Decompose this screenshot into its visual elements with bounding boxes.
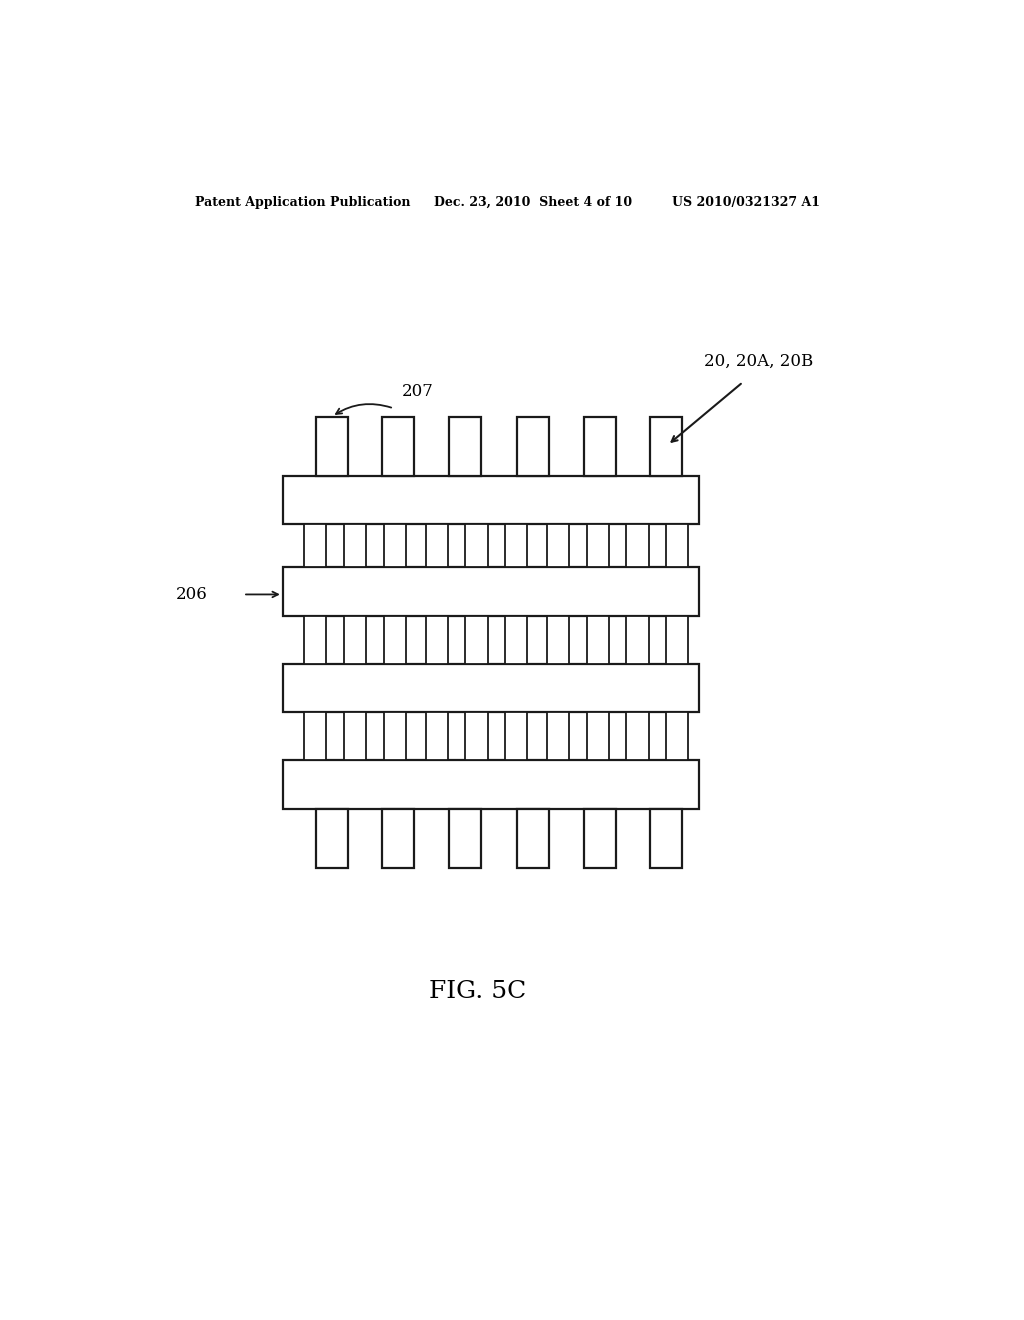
Bar <box>450 809 481 867</box>
Bar <box>517 809 549 867</box>
Text: Dec. 23, 2010  Sheet 4 of 10: Dec. 23, 2010 Sheet 4 of 10 <box>433 195 632 209</box>
Bar <box>450 417 481 475</box>
Bar <box>384 615 406 664</box>
Bar <box>517 417 549 475</box>
Text: Patent Application Publication: Patent Application Publication <box>196 195 411 209</box>
Text: 207: 207 <box>401 383 434 400</box>
Bar <box>587 524 609 568</box>
Bar <box>627 615 648 664</box>
Bar <box>426 615 447 664</box>
Bar <box>384 713 406 760</box>
Bar <box>465 713 487 760</box>
Bar <box>585 417 616 475</box>
Bar <box>316 809 348 867</box>
Bar <box>650 809 682 867</box>
Bar <box>384 524 406 568</box>
Bar <box>304 713 327 760</box>
Bar <box>650 417 682 475</box>
Bar <box>666 615 688 664</box>
Bar <box>426 713 447 760</box>
Bar <box>344 524 367 568</box>
Bar <box>283 664 699 713</box>
Bar <box>283 568 699 615</box>
Bar <box>344 713 367 760</box>
Bar <box>505 615 527 664</box>
Bar <box>465 615 487 664</box>
Bar <box>382 417 414 475</box>
Bar <box>587 713 609 760</box>
Bar <box>627 713 648 760</box>
Bar <box>344 615 367 664</box>
Text: 20, 20A, 20B: 20, 20A, 20B <box>705 352 813 370</box>
Bar <box>316 417 348 475</box>
Bar <box>465 524 487 568</box>
Bar <box>666 713 688 760</box>
Text: US 2010/0321327 A1: US 2010/0321327 A1 <box>672 195 819 209</box>
Bar <box>585 809 616 867</box>
Bar <box>505 524 527 568</box>
Bar <box>666 524 688 568</box>
Text: FIG. 5C: FIG. 5C <box>429 981 525 1003</box>
Bar <box>382 809 414 867</box>
Bar <box>627 524 648 568</box>
Bar <box>283 760 699 809</box>
Bar <box>304 524 327 568</box>
Bar <box>283 475 699 524</box>
Bar <box>587 615 609 664</box>
Bar <box>426 524 447 568</box>
Bar <box>505 713 527 760</box>
Text: 206: 206 <box>175 586 207 603</box>
Bar <box>304 615 327 664</box>
Bar <box>547 524 569 568</box>
Bar <box>547 713 569 760</box>
Bar <box>547 615 569 664</box>
